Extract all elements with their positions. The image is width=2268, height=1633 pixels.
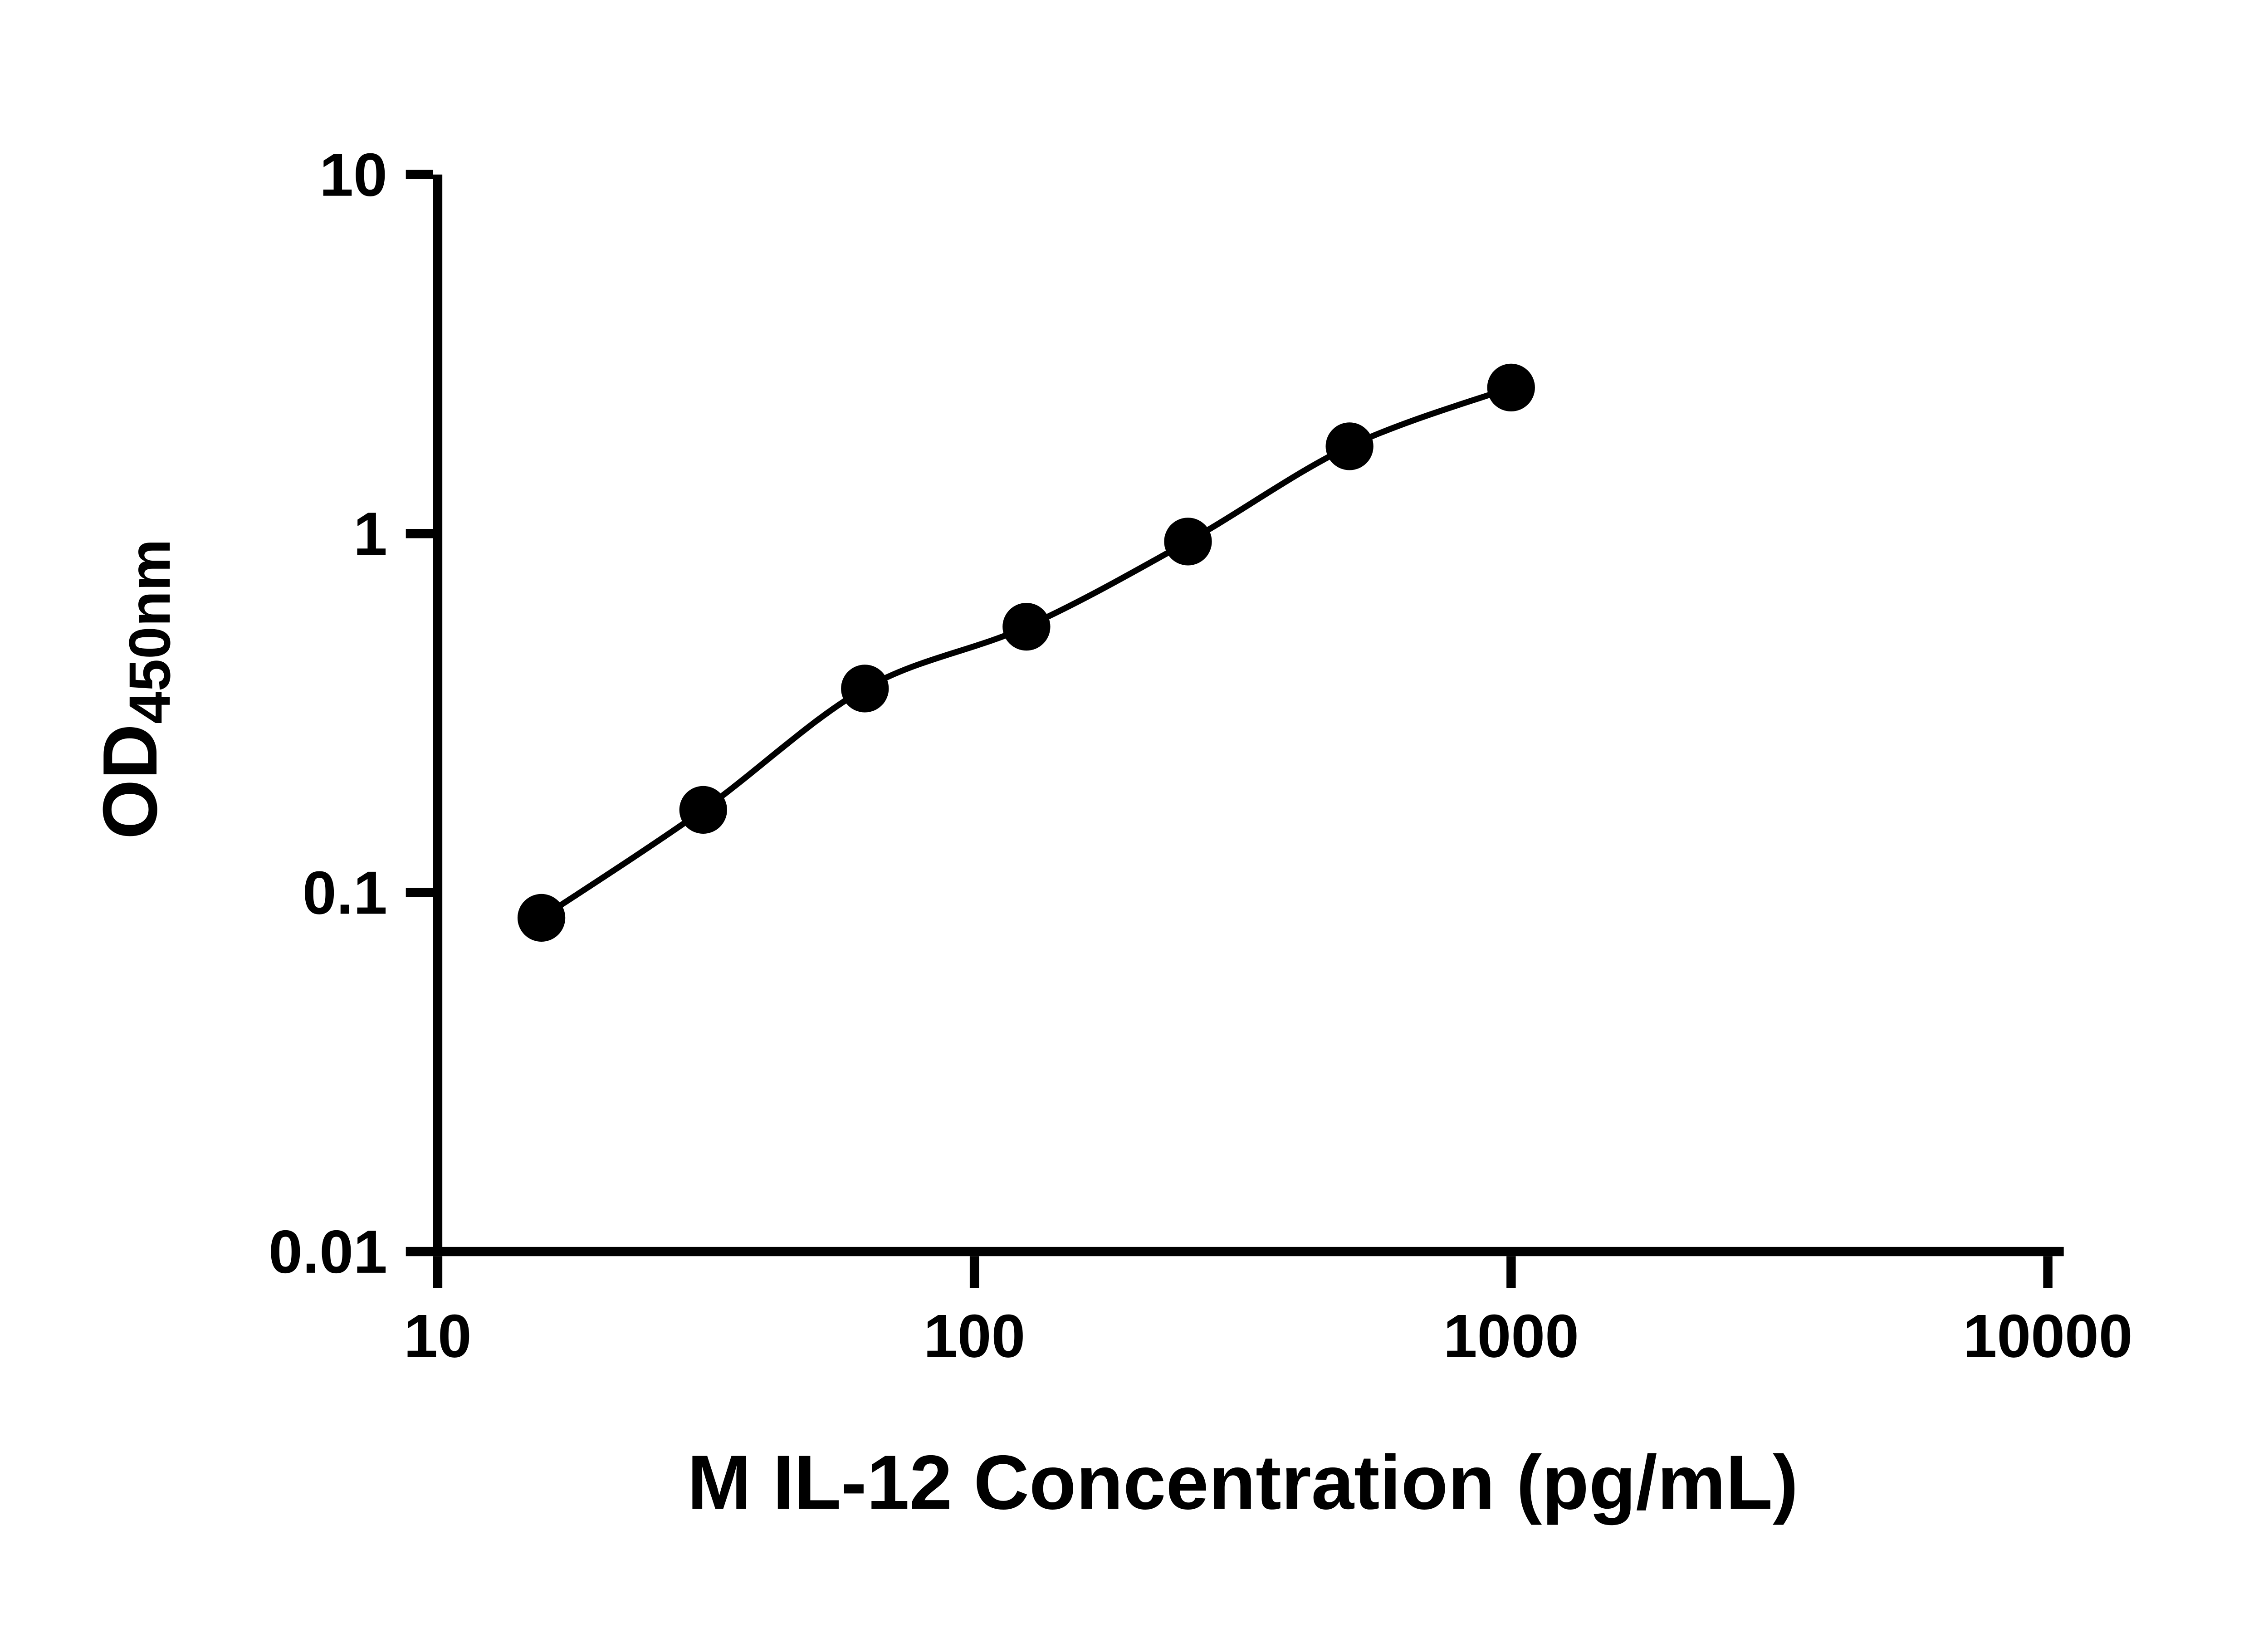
data-point-marker — [679, 786, 727, 834]
y-axis-label-main: OD — [87, 724, 173, 839]
x-tick-label: 100 — [924, 1302, 1025, 1370]
axes-layer: 0.01 0.1 1 10 10 100 1000 10000 — [269, 141, 2133, 1370]
data-point-marker — [517, 894, 566, 942]
x-tick-label: 10000 — [1963, 1302, 2133, 1370]
data-point-marker — [1164, 518, 1212, 566]
data-point-marker — [1325, 422, 1374, 470]
y-axis-label: OD450nm — [87, 539, 182, 839]
data-point-marker — [1002, 602, 1051, 651]
x-tick-label: 1000 — [1443, 1302, 1579, 1370]
data-point-marker — [841, 665, 889, 713]
y-tick-label: 0.1 — [303, 858, 387, 927]
x-axis-label: M IL-12 Concentration (pg/mL) — [687, 1439, 1798, 1525]
y-axis-label-subscript: 450nm — [117, 539, 182, 724]
fit-curve — [539, 385, 1512, 920]
x-tick-label: 10 — [404, 1302, 472, 1370]
axis-lines — [433, 174, 2064, 1257]
y-tick-label: 1 — [353, 499, 387, 568]
data-point-marker — [1487, 363, 1535, 412]
y-tick-label: 0.01 — [269, 1217, 387, 1286]
y-tick-label: 10 — [319, 141, 387, 209]
series-layer — [517, 363, 1535, 942]
